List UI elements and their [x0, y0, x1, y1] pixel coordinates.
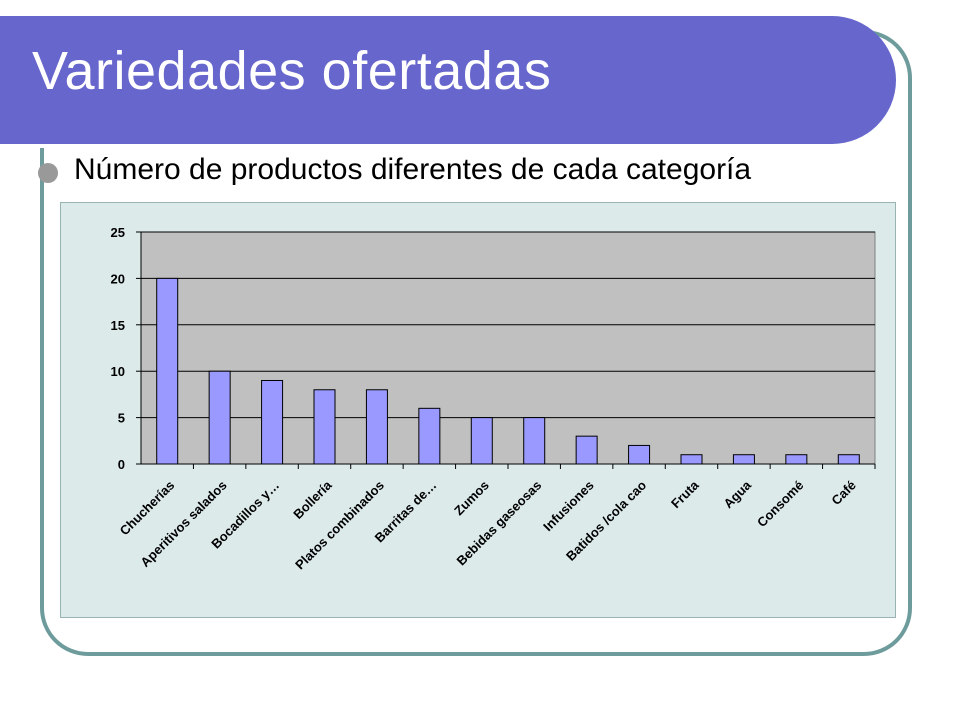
bullet-dot-icon	[38, 163, 58, 183]
y-tick-label: 25	[111, 225, 125, 240]
grid-lines	[141, 231, 875, 419]
y-tick-label: 20	[111, 271, 125, 286]
x-tick-label: Consomé	[754, 478, 806, 530]
y-tick-label: 10	[111, 364, 125, 379]
x-tick-label: Infusiones	[540, 478, 597, 535]
x-tick-label: Fruta	[668, 477, 702, 511]
bar	[156, 277, 179, 465]
y-axis: 0 5 10 15 20 25	[111, 225, 142, 472]
bar	[837, 454, 860, 465]
bar	[523, 417, 546, 465]
bar	[575, 435, 598, 465]
bar	[732, 454, 755, 465]
y-tick-label: 5	[118, 411, 125, 426]
x-tick-label: Bollería	[290, 477, 335, 522]
bar	[785, 454, 808, 465]
bar	[470, 417, 493, 465]
x-tick-label: Platos combinados	[292, 478, 387, 573]
x-tick-label: Café	[828, 478, 859, 509]
x-tick-label: Agua	[720, 477, 754, 511]
bar	[208, 370, 231, 465]
bar	[313, 389, 336, 465]
slide-title: Variedades ofertadas	[32, 41, 552, 101]
chart-container: 0 5 10 15 20 25 Chucherías Aperitivos salados B…	[60, 202, 896, 618]
x-tick-label: Aperitivos salados	[137, 478, 229, 570]
title-underline	[0, 144, 848, 148]
plot-area	[140, 231, 876, 465]
x-tick-label: Zumos	[451, 478, 492, 519]
title-bar	[0, 16, 896, 148]
bullet-text: Número de productos diferentes de cada c…	[74, 153, 752, 186]
bar	[365, 389, 388, 465]
y-tick-label: 0	[118, 457, 125, 472]
bar	[628, 444, 651, 465]
y-tick-label: 15	[111, 318, 125, 333]
bar	[261, 379, 284, 465]
bar	[418, 407, 441, 465]
bar	[680, 454, 703, 465]
